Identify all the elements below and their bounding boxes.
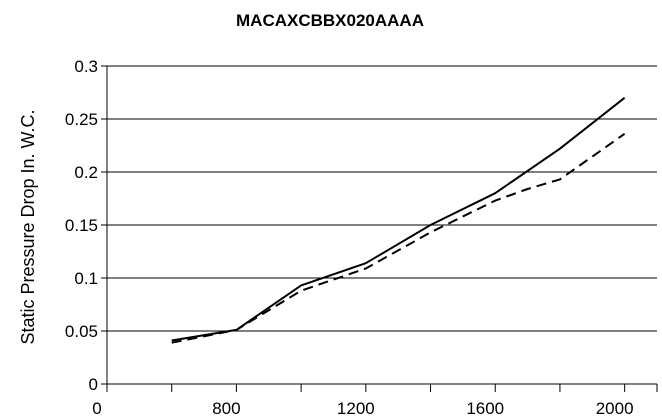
label-layer: 0 0.05 0.1 0.15 0.2 0.25 0.3 0 800 1200 1600 2000 — [65, 57, 634, 418]
series-layer — [171, 97, 626, 344]
y-tick-label: 0.15 — [65, 216, 98, 235]
series-line-solid — [171, 97, 626, 342]
grid-layer — [107, 65, 657, 332]
y-tick-label: 0.05 — [65, 322, 98, 341]
chart-title: MACAXCBBX020AAAA — [236, 11, 424, 30]
y-tick-label: 0.1 — [74, 269, 98, 288]
y-tick-label: 0.25 — [65, 110, 98, 129]
x-tick-label: 0 — [92, 399, 101, 418]
axis-layer — [101, 65, 658, 392]
x-tick-label: 1600 — [466, 399, 504, 418]
y-tick-label: 0.3 — [74, 57, 98, 76]
series-line-dashed — [171, 132, 626, 344]
x-tick-label: 800 — [212, 399, 240, 418]
y-axis-label: Static Pressure Drop In. W.C. — [18, 109, 38, 344]
y-tick-label: 0.2 — [74, 163, 98, 182]
y-tick-label: 0 — [89, 375, 98, 394]
x-tick-label: 1200 — [337, 399, 375, 418]
x-tick-label: 2000 — [596, 399, 634, 418]
